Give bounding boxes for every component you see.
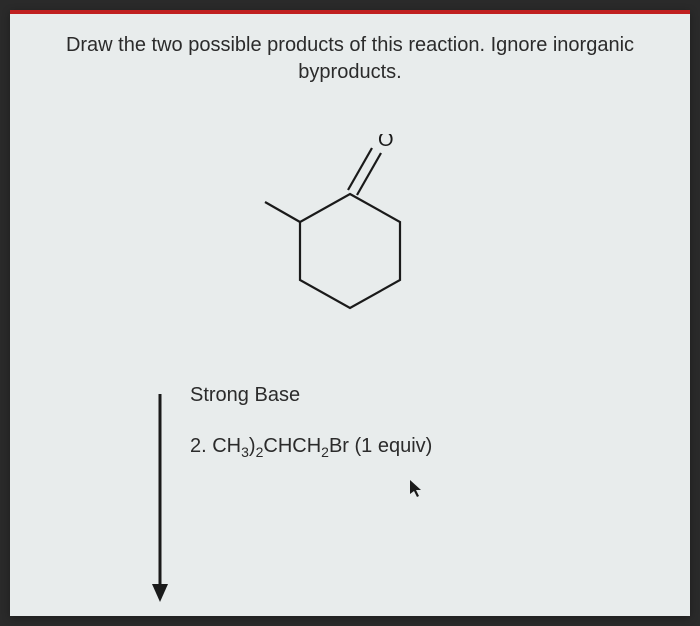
arrow-head xyxy=(152,584,168,602)
oxygen-label: O xyxy=(378,134,394,151)
methyl-bond xyxy=(265,202,300,222)
question-panel: Draw the two possible products of this r… xyxy=(10,10,690,616)
carbonyl-bond-2 xyxy=(357,153,381,195)
condition-step-2: 2. CH3)2CHCH2Br (1 equiv) xyxy=(190,435,590,460)
carbonyl-bond-1 xyxy=(348,148,372,190)
reaction-arrow xyxy=(140,384,180,614)
cyclohexane-ring xyxy=(300,194,400,308)
condition-step-1: Strong Base xyxy=(190,384,590,407)
starting-material-structure: O xyxy=(250,134,450,334)
question-prompt: Draw the two possible products of this r… xyxy=(10,14,690,94)
question-line2: byproducts. xyxy=(298,61,401,83)
mouse-cursor-icon xyxy=(410,480,424,498)
molecule-svg: O xyxy=(250,134,450,334)
question-line1: Draw the two possible products of this r… xyxy=(66,34,634,56)
arrow-svg xyxy=(140,384,180,614)
reaction-conditions: Strong Base 2. CH3)2CHCH2Br (1 equiv) xyxy=(190,384,590,488)
